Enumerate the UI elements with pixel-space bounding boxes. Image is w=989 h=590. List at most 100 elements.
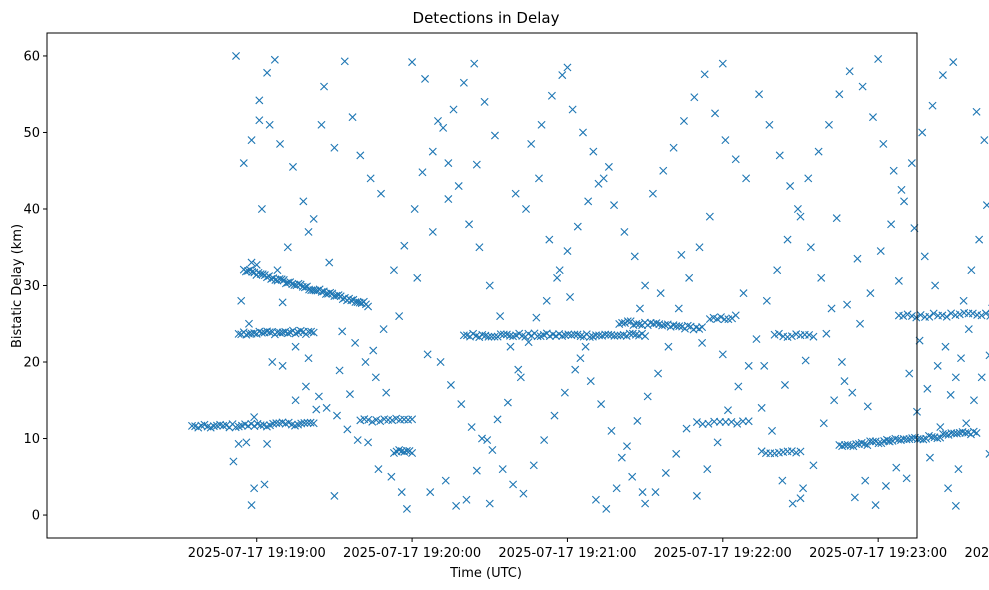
track-point (258, 270, 267, 279)
scatter-point (353, 436, 362, 445)
scatter-point (975, 235, 984, 244)
track-point (738, 417, 747, 426)
scatter-point (602, 504, 611, 513)
scatter-point (612, 484, 621, 493)
track-point (955, 310, 964, 319)
track-point (863, 441, 872, 450)
track-point (652, 319, 661, 328)
track-point (981, 309, 989, 318)
scatter-point (299, 197, 308, 206)
scatter-point (278, 361, 287, 370)
scatter-point (449, 105, 458, 114)
scatter-point (503, 398, 512, 407)
scatter-point (778, 476, 787, 485)
scatter-point (928, 101, 937, 110)
scatter-point (879, 139, 888, 148)
scatter-point (480, 97, 489, 106)
track-point (234, 329, 243, 338)
scatter-point (980, 136, 989, 145)
scatter-point (827, 304, 836, 313)
scatter-point (967, 266, 976, 275)
scatter-point (496, 312, 505, 321)
scatter-point (949, 58, 958, 67)
scatter-point (695, 243, 704, 252)
scatter-point (757, 403, 766, 412)
scatter-point (866, 289, 875, 298)
scatter-point (861, 476, 870, 485)
scatter-point (395, 312, 404, 321)
scatter-point (356, 151, 365, 160)
scatter-point (819, 419, 828, 428)
scatter-point (760, 361, 769, 370)
scatter-point (462, 495, 471, 504)
track-point (231, 423, 240, 432)
scatter-point (982, 201, 989, 210)
scatter-point (423, 350, 432, 359)
track-point (408, 415, 417, 424)
scatter-point (558, 71, 567, 80)
scatter-point (325, 258, 334, 267)
track-point (805, 330, 814, 339)
track-point (899, 312, 908, 321)
track-point (641, 332, 650, 341)
scatter-point (573, 222, 582, 231)
scatter-point (718, 59, 727, 68)
x-tick-label: 2025-07-17 19:20:00 (343, 546, 481, 561)
track-point (731, 311, 740, 320)
scatter-point (366, 174, 375, 183)
scatter-point (703, 465, 712, 474)
scatter-point (444, 159, 453, 168)
track-point (721, 418, 730, 427)
scatter-point (962, 419, 971, 428)
y-tick-label: 40 (23, 202, 40, 217)
scatter-point (664, 342, 673, 351)
scatter-point (532, 313, 541, 322)
track-point (300, 418, 309, 427)
scatter-point (881, 481, 890, 490)
scatter-point (796, 494, 805, 503)
track-point (933, 434, 942, 443)
scatter-point (731, 155, 740, 164)
scatter-point (700, 70, 709, 79)
scatter-point (788, 499, 797, 508)
track-point (275, 419, 284, 428)
scatter-point (830, 396, 839, 405)
scatter-point (923, 384, 932, 393)
scatter-point (925, 453, 934, 462)
x-tick-label: 2025-07-17 19:23:00 (809, 546, 947, 561)
scatter-point (239, 159, 248, 168)
scatter-point (493, 415, 502, 424)
scatter-point (452, 501, 461, 510)
scatter-point (485, 499, 494, 508)
scatter-point (348, 113, 357, 122)
scatter-point (690, 93, 699, 102)
scatter-point (498, 465, 507, 474)
scatter-point (659, 166, 668, 175)
scatter-point (957, 354, 966, 363)
scatter-point (656, 289, 665, 298)
scatter-point (537, 120, 546, 129)
scatter-point (459, 78, 468, 87)
scatter-point (739, 289, 748, 298)
track-point (675, 322, 684, 331)
scatter-point (972, 107, 981, 116)
plot-frame (46, 32, 918, 539)
scatter-point (563, 63, 572, 72)
track-point (269, 419, 278, 428)
scatter-point (845, 67, 854, 76)
x-axis-label: Time (UTC) (449, 566, 522, 581)
track-point (234, 422, 243, 431)
scatter-point (783, 235, 792, 244)
track-point (241, 267, 250, 276)
scatter-point (900, 197, 909, 206)
scatter-point (413, 273, 422, 282)
scatter-point (529, 461, 538, 470)
scatter-point (654, 369, 663, 378)
track-point (907, 311, 916, 320)
track-point (618, 318, 627, 327)
track-point (857, 438, 866, 447)
track-point (326, 288, 335, 297)
track-point (601, 330, 610, 339)
scatter-point (436, 358, 445, 367)
track-point (874, 439, 883, 448)
